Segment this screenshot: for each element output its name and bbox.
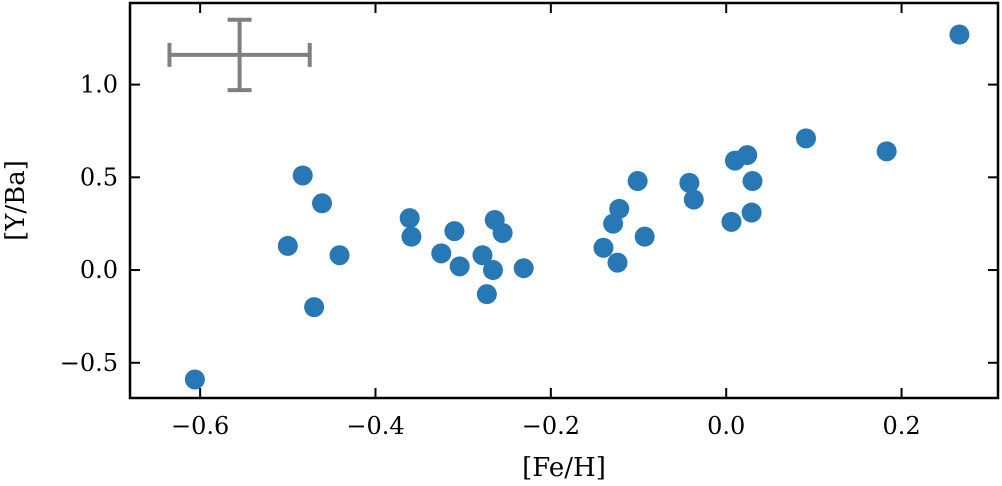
data-point bbox=[277, 235, 298, 256]
x-tick-label: −0.2 bbox=[522, 412, 580, 440]
data-point bbox=[593, 237, 614, 258]
y-tick-label: 0.5 bbox=[80, 163, 118, 191]
axis-ticks: −0.6 −0.4 −0.2 0.0 0.2 −0.5 0.0 0.5 1.0 bbox=[60, 3, 998, 440]
data-point bbox=[876, 141, 897, 162]
data-point bbox=[607, 252, 628, 273]
data-point bbox=[721, 211, 742, 232]
y-tick-label: −0.5 bbox=[60, 349, 118, 377]
y-axis-label: [Y/Ba] bbox=[1, 160, 31, 241]
data-point bbox=[737, 145, 758, 166]
data-point bbox=[312, 193, 333, 214]
data-point bbox=[449, 256, 470, 277]
data-point bbox=[679, 172, 700, 193]
data-point bbox=[683, 189, 704, 210]
data-point bbox=[634, 226, 655, 247]
x-axis-label: [Fe/H] bbox=[522, 453, 606, 483]
data-point bbox=[399, 208, 420, 229]
data-point bbox=[444, 221, 465, 242]
data-point bbox=[609, 198, 630, 219]
data-point bbox=[795, 128, 816, 149]
error-bar bbox=[167, 17, 312, 93]
data-point bbox=[304, 297, 325, 318]
data-point bbox=[949, 24, 970, 45]
data-point bbox=[476, 284, 497, 305]
plot-area bbox=[167, 17, 970, 390]
data-point bbox=[184, 369, 205, 390]
data-point bbox=[513, 258, 534, 279]
x-tick-label: 0.0 bbox=[707, 412, 745, 440]
data-point bbox=[472, 245, 493, 266]
x-tick-label: −0.4 bbox=[346, 412, 404, 440]
data-point bbox=[482, 260, 503, 281]
data-point bbox=[431, 243, 452, 264]
y-tick-label: 0.0 bbox=[80, 256, 118, 284]
data-point bbox=[627, 171, 648, 192]
data-point bbox=[329, 245, 350, 266]
data-point bbox=[492, 222, 513, 243]
data-point bbox=[292, 165, 313, 186]
x-tick-label: −0.6 bbox=[171, 412, 229, 440]
data-point bbox=[742, 171, 763, 192]
data-point bbox=[741, 202, 762, 223]
y-tick-label: 1.0 bbox=[80, 71, 118, 99]
x-tick-label: 0.2 bbox=[882, 412, 920, 440]
data-point bbox=[401, 226, 422, 247]
axes-frame bbox=[128, 1, 1000, 400]
